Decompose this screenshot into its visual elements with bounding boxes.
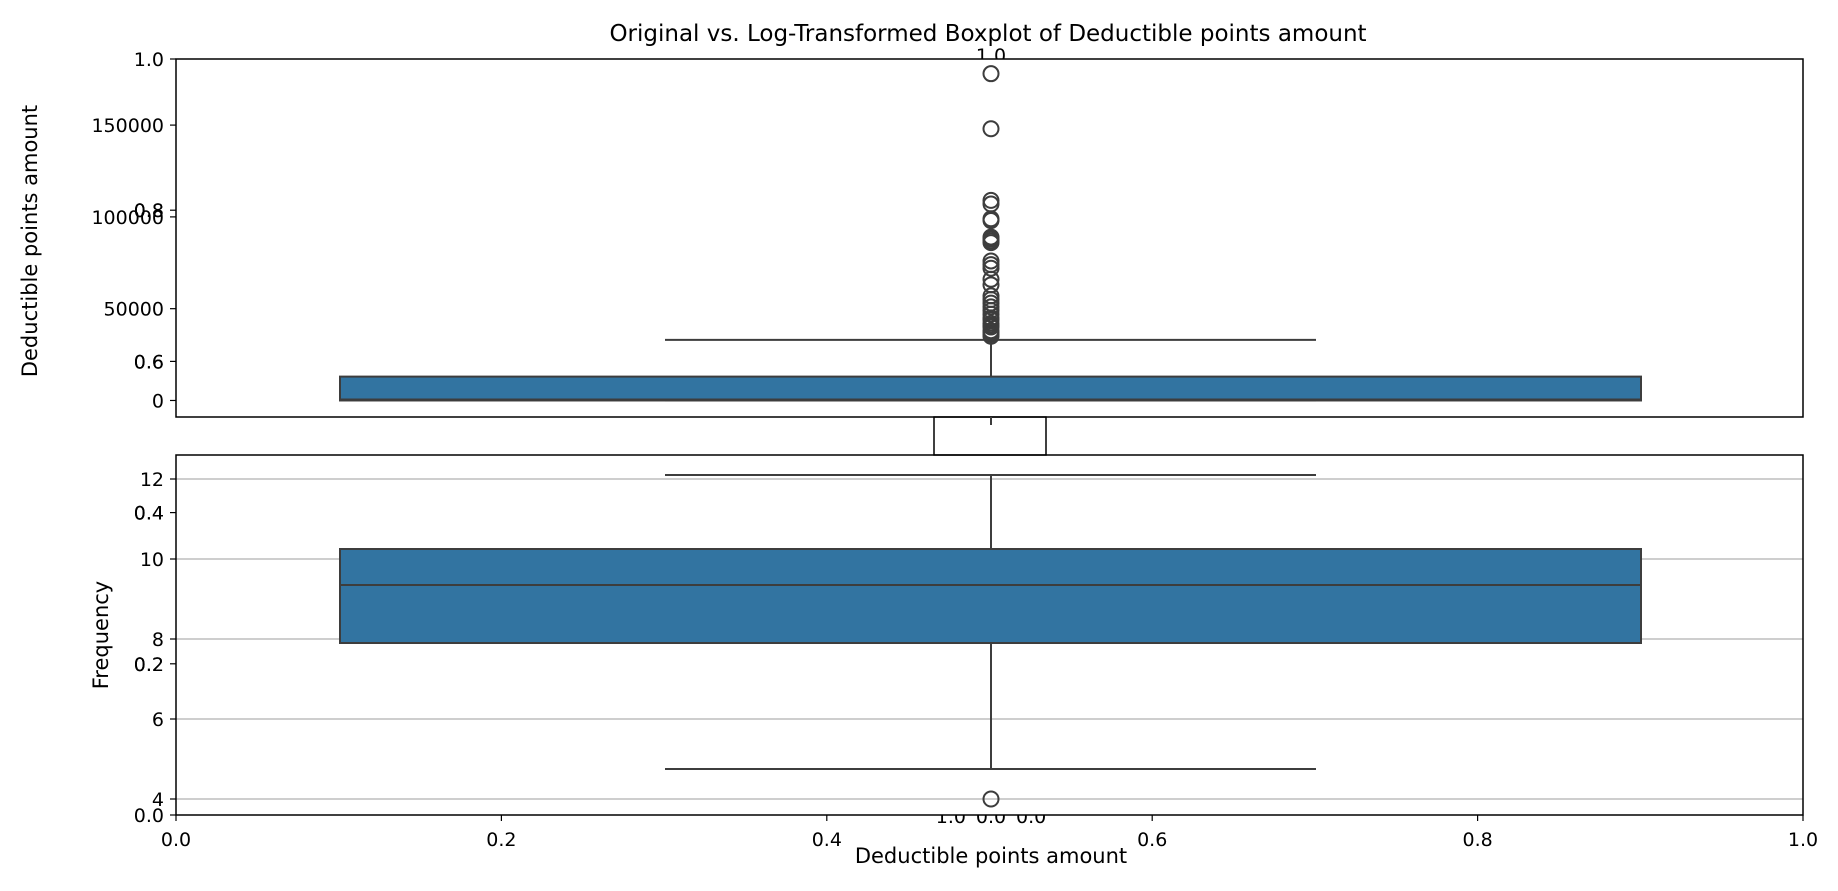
- original-y-tick-label: 50000: [104, 299, 164, 321]
- log-box: [339, 548, 1642, 644]
- bg-y-tick-label-overlay: 0.4: [134, 503, 164, 525]
- original-panel-bg: [176, 59, 1803, 417]
- bg-y-tick-label: 0.8: [134, 200, 164, 222]
- bg-y-tick-label: 0.6: [134, 351, 164, 373]
- bg-x-tick-label: 0.8: [1462, 829, 1492, 851]
- bg-y-tick-label-overlay: 0.8: [134, 200, 164, 222]
- log-y-tick-label: 8: [152, 629, 164, 651]
- original-y-tick-label: 100000: [91, 207, 164, 229]
- log-y-tick-label: 10: [140, 549, 164, 571]
- bg-x-tick-label: 1.0: [1788, 829, 1818, 851]
- chart-title: Original vs. Log-Transformed Boxplot of …: [609, 21, 1366, 47]
- original-outlier: [982, 120, 1000, 138]
- original-box: [339, 375, 1642, 402]
- bg-y-tick-label: 1.0: [134, 49, 164, 71]
- bg-x-tick-label: 0.4: [812, 829, 842, 851]
- original-outlier: [982, 234, 1000, 252]
- log-y-tick-label: 12: [140, 469, 164, 491]
- original-outlier: [982, 259, 1000, 277]
- original-y-tick-label: 0: [152, 390, 164, 412]
- original-outlier: [982, 65, 1000, 83]
- original-outlier: [982, 270, 1000, 288]
- bg-x-tick-label: 0.6: [1137, 829, 1167, 851]
- original-outlier: [982, 327, 1000, 345]
- original-ylabel: Deductible points amount: [18, 105, 42, 377]
- bg-y-tick-label-overlay: 0.6: [134, 351, 164, 373]
- log-outlier: [982, 790, 1000, 808]
- log-y-tick-label: 4: [152, 789, 164, 811]
- bg-x-tick-label: 0.2: [486, 829, 516, 851]
- log-xlabel: Deductible points amount: [855, 844, 1127, 868]
- original-outlier: [982, 212, 1000, 230]
- bg-y-tick-label-overlay: 0.2: [134, 654, 164, 676]
- bg-ylabel: Frequency: [89, 581, 113, 690]
- bg-y-tick-label: 0.4: [134, 503, 164, 525]
- bg-y-tick-label: 0.2: [134, 654, 164, 676]
- bg-y-tick-label: 0.0: [134, 805, 164, 827]
- bg-x-tick-label: 0.0: [161, 829, 191, 851]
- log-y-tick-label: 6: [152, 709, 164, 731]
- original-y-tick-label: 150000: [91, 115, 164, 137]
